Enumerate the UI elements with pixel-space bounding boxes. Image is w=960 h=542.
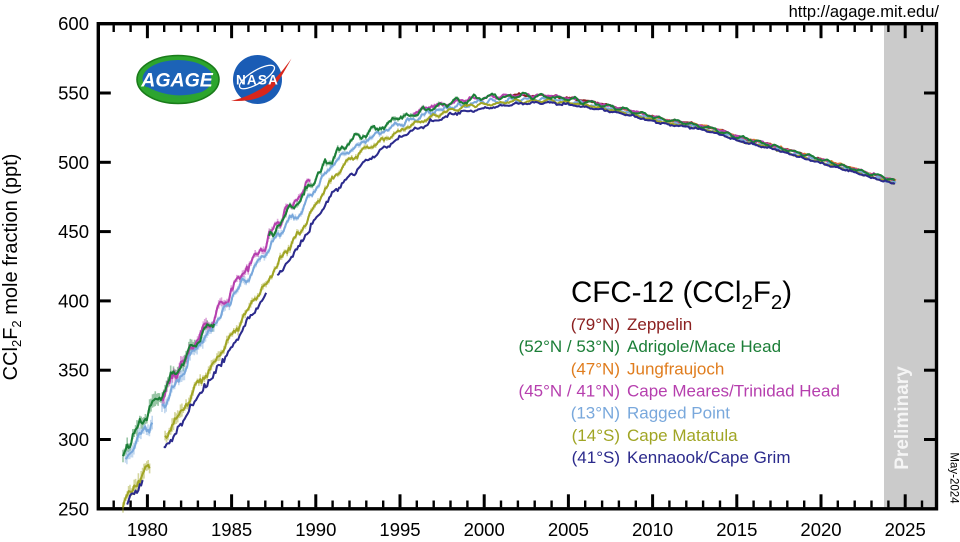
svg-text:450: 450 bbox=[58, 221, 89, 242]
svg-text:1990: 1990 bbox=[295, 519, 336, 540]
svg-text:2020: 2020 bbox=[800, 519, 841, 540]
svg-text:1980: 1980 bbox=[127, 519, 168, 540]
svg-text:Cape Meares/Trinidad Head: Cape Meares/Trinidad Head bbox=[627, 382, 840, 401]
svg-text:550: 550 bbox=[58, 83, 89, 104]
svg-text:(79°N): (79°N) bbox=[571, 315, 620, 334]
svg-text:(45°N / 41°N): (45°N / 41°N) bbox=[519, 382, 620, 401]
svg-text:350: 350 bbox=[58, 360, 89, 381]
svg-text:Kennaook/Cape Grim: Kennaook/Cape Grim bbox=[627, 448, 790, 467]
svg-text:2015: 2015 bbox=[716, 519, 757, 540]
svg-text:AGAGE: AGAGE bbox=[140, 70, 214, 92]
svg-text:2000: 2000 bbox=[464, 519, 505, 540]
svg-text:2025: 2025 bbox=[885, 519, 926, 540]
svg-text:Adrigole/Mace Head: Adrigole/Mace Head bbox=[627, 337, 781, 356]
svg-text:(41°S): (41°S) bbox=[572, 448, 620, 467]
svg-text:1995: 1995 bbox=[379, 519, 420, 540]
svg-text:Ragged Point: Ragged Point bbox=[627, 404, 730, 423]
svg-text:http://agage.mit.edu/: http://agage.mit.edu/ bbox=[789, 3, 940, 21]
svg-text:500: 500 bbox=[58, 152, 89, 173]
svg-text:Cape Matatula: Cape Matatula bbox=[627, 426, 738, 445]
svg-text:May-2024: May-2024 bbox=[948, 452, 960, 504]
svg-text:1985: 1985 bbox=[211, 519, 252, 540]
svg-text:NASA: NASA bbox=[236, 73, 279, 88]
svg-text:2010: 2010 bbox=[632, 519, 673, 540]
svg-text:CCl2F2 mole fraction (ppt): CCl2F2 mole fraction (ppt) bbox=[0, 154, 24, 381]
svg-text:400: 400 bbox=[58, 290, 89, 311]
svg-text:Jungfraujoch: Jungfraujoch bbox=[627, 359, 724, 378]
svg-text:(52°N / 53°N): (52°N / 53°N) bbox=[519, 337, 620, 356]
svg-text:(14°S): (14°S) bbox=[572, 426, 620, 445]
svg-text:250: 250 bbox=[58, 498, 89, 519]
svg-text:600: 600 bbox=[58, 13, 89, 34]
svg-text:CFC-12 (CCl2F2): CFC-12 (CCl2F2) bbox=[571, 276, 792, 314]
svg-text:300: 300 bbox=[58, 429, 89, 450]
svg-text:(13°N): (13°N) bbox=[571, 404, 620, 423]
svg-text:Zeppelin: Zeppelin bbox=[627, 315, 692, 334]
svg-text:(47°N): (47°N) bbox=[571, 359, 620, 378]
svg-text:Preliminary: Preliminary bbox=[892, 366, 913, 470]
svg-text:2005: 2005 bbox=[548, 519, 589, 540]
